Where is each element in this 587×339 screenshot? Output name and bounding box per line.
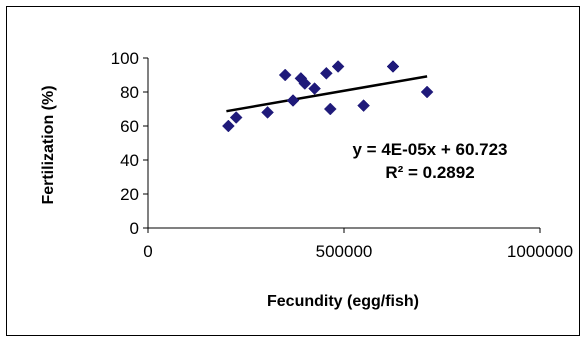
y-tick-label: 60 (120, 117, 139, 136)
x-tick-label: 500000 (316, 242, 373, 261)
y-tick-label: 100 (111, 49, 139, 68)
trendline-layer (226, 75, 428, 113)
y-ticks: 0 20 40 60 80 100 (111, 49, 148, 238)
x-axis-title: Fecundity (egg/fish) (267, 293, 419, 310)
x-ticks: 0 500000 1000000 (143, 228, 573, 261)
data-point (323, 102, 337, 116)
data-point (229, 111, 243, 124)
data-point (278, 68, 292, 82)
data-point (286, 94, 300, 107)
x-tick-label: 1000000 (507, 242, 573, 261)
points-layer (222, 60, 434, 133)
y-tick-label: 40 (120, 151, 139, 170)
data-point (320, 66, 333, 80)
data-point (222, 119, 235, 133)
data-point (298, 77, 312, 90)
trendline (226, 75, 428, 113)
y-tick-label: 20 (120, 185, 139, 204)
data-point (331, 60, 345, 73)
x-tick-label: 0 (143, 242, 152, 261)
y-tick-label: 80 (120, 83, 139, 102)
data-point (308, 82, 321, 95)
data-point (386, 60, 400, 73)
data-point (357, 99, 370, 112)
trendline-r-squared: R² = 0.2892 (385, 163, 474, 182)
chart-frame (6, 6, 580, 336)
y-tick-label: 0 (130, 219, 139, 238)
data-point (261, 106, 274, 119)
trendline-equation: y = 4E-05x + 60.723 (352, 140, 507, 159)
data-point (420, 85, 434, 99)
y-axis-title: Fertilization (%) (40, 85, 57, 204)
